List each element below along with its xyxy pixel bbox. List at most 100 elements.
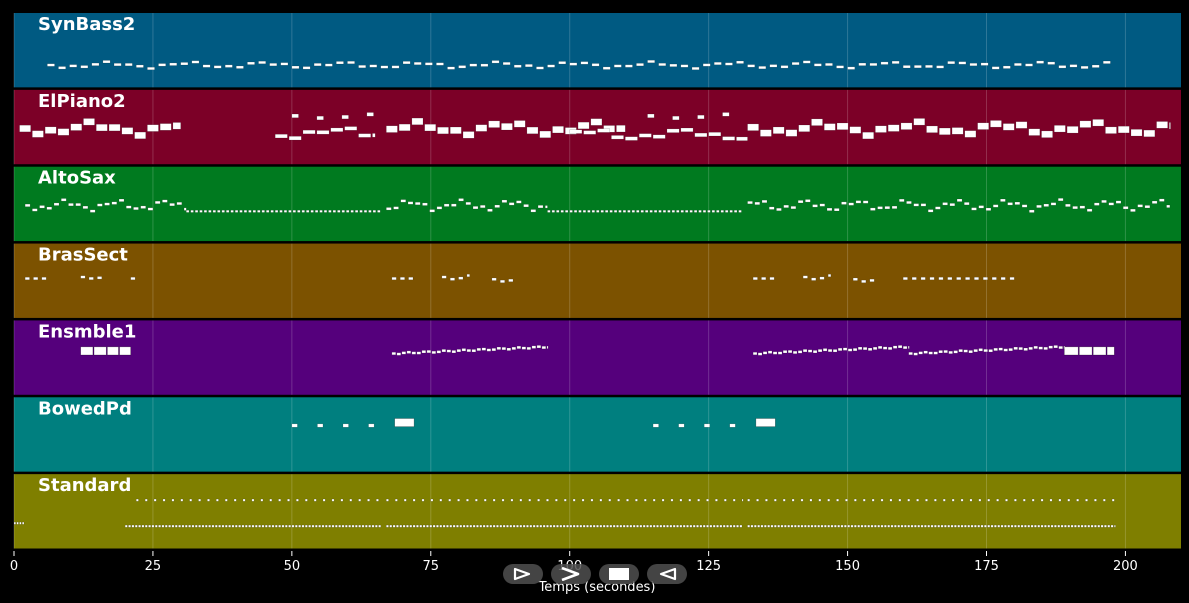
note [1067,498,1071,502]
note [546,498,549,502]
note [694,132,708,138]
note [488,120,500,128]
note [761,199,768,203]
note [280,62,289,66]
note [287,498,290,502]
note [679,524,683,528]
note [536,524,539,528]
note [824,123,836,131]
note [108,124,121,132]
note [257,210,261,213]
note [501,347,507,351]
note [126,205,132,209]
note [869,278,875,282]
note [964,202,970,206]
note [935,206,941,210]
note [812,350,818,354]
note [870,524,874,528]
note [608,498,612,502]
note [840,524,844,528]
note [124,63,133,67]
note [924,524,927,528]
note [558,61,567,65]
note [827,524,830,528]
note [371,524,375,528]
note [951,498,955,502]
note [1094,202,1100,206]
track-background [14,320,1181,395]
note [722,524,726,528]
note [913,203,919,207]
note [298,524,301,528]
note [346,210,350,213]
note [652,423,659,428]
note [937,524,941,528]
note [772,351,778,355]
note [891,205,898,209]
note [639,524,643,528]
note [1018,347,1023,351]
stop-button[interactable] [599,564,639,584]
note [541,346,547,350]
note [466,524,469,528]
note [198,498,201,502]
note-block [93,346,107,356]
note [429,524,433,528]
rewind-button[interactable] [647,564,687,584]
note [1087,524,1091,528]
note [1084,524,1087,528]
note [482,524,486,528]
note [104,202,110,206]
note [741,498,744,502]
note [980,62,989,66]
note [389,524,393,528]
note [652,524,656,528]
note [810,524,814,528]
note-block [1092,346,1107,356]
note [983,349,988,353]
note [441,349,446,353]
note [302,129,316,135]
track-background [14,474,1181,549]
note [797,200,804,204]
note [39,205,45,209]
note [969,63,978,67]
note [977,122,989,130]
note [213,65,222,69]
note [400,277,405,281]
note [555,498,558,502]
note [32,208,38,212]
note [982,277,988,281]
note [269,63,278,67]
note [248,524,251,528]
note [800,498,804,502]
note [325,524,328,528]
note [271,524,275,528]
note [251,498,255,502]
note [891,60,900,64]
note [1072,206,1078,210]
note [516,200,522,204]
note [391,352,396,356]
note [716,210,720,213]
play-outline-button[interactable] [503,564,543,584]
note [787,350,793,354]
next-button[interactable] [551,564,591,584]
note [331,524,335,528]
note [772,126,785,134]
note [476,347,482,351]
note [131,524,135,528]
note [395,498,398,502]
chevron-right-icon [561,567,580,581]
note [342,423,349,428]
note [797,350,803,354]
note [902,277,908,281]
note [887,124,900,132]
note [472,206,479,210]
note [702,63,711,67]
note [827,498,830,502]
note [926,125,938,133]
note [666,128,680,133]
note [844,524,847,528]
note [569,129,583,134]
